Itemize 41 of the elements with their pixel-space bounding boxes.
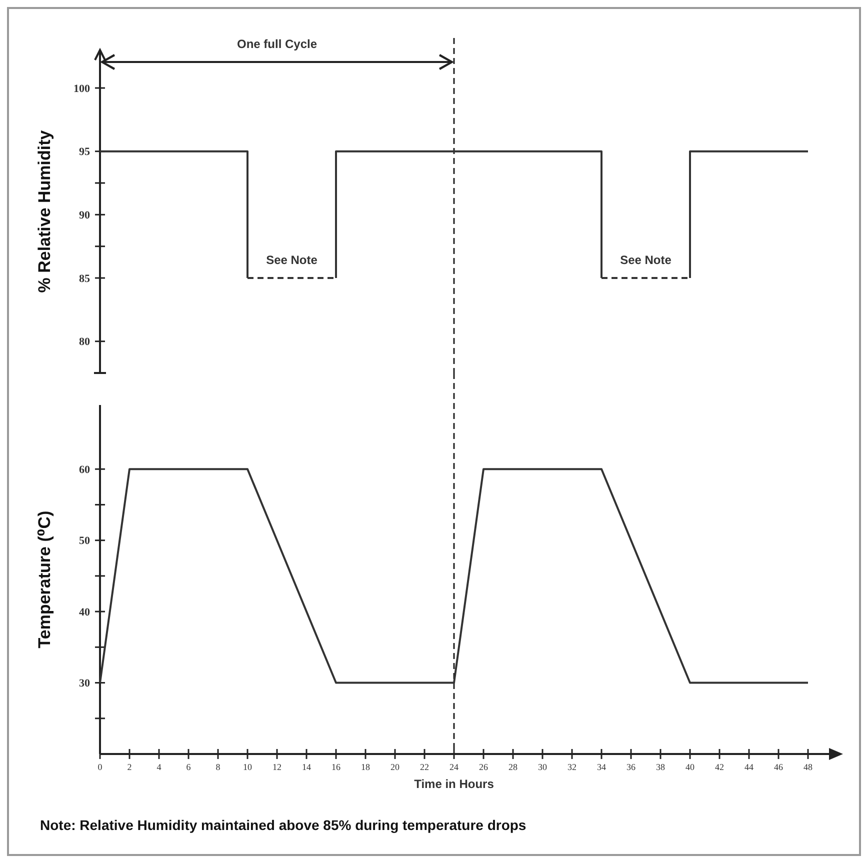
x-tick-label: 14 <box>302 762 312 772</box>
x-tick-label: 0 <box>98 762 103 772</box>
y-tick-label: 60 <box>79 464 90 476</box>
text: Note: Relative Humidity maintained above 85% during temperature drops <box>40 817 526 833</box>
y-tick-label: 40 <box>79 606 90 618</box>
y-tick-label: 30 <box>79 678 90 690</box>
x-tick-label: 42 <box>715 762 724 772</box>
x-tick-label: 12 <box>272 762 282 772</box>
x-tick-label: 24 <box>450 762 459 772</box>
annotation: One full Cycle <box>236 37 318 51</box>
y-tick-label: 100 <box>74 82 90 95</box>
x-tick-label: 36 <box>626 762 636 772</box>
y-tick-label: 90 <box>79 210 90 222</box>
y-tick-label: 80 <box>79 336 90 348</box>
x-tick-label: 28 <box>508 762 518 772</box>
x-tick-label: 44 <box>744 762 754 772</box>
x-tick-label: 32 <box>568 762 576 772</box>
annotation: See Note <box>620 253 672 267</box>
y-axis-title: Temperature (⁰C) <box>35 510 54 648</box>
x-tick-label: 6 <box>186 762 192 772</box>
x-tick-label: 34 <box>597 762 606 772</box>
y-tick-label: 85 <box>79 272 90 285</box>
y-tick-label: 50 <box>79 535 90 548</box>
x-tick-label: 16 <box>332 762 341 772</box>
x-tick-label: 4 <box>156 762 162 772</box>
x-tick-label: 20 <box>390 762 400 772</box>
y-axis-title: % Relative Humidity <box>35 130 54 293</box>
x-tick-label: 46 <box>774 762 784 772</box>
x-tick-label: 10 <box>243 762 252 772</box>
x-tick-label: 30 <box>538 762 548 772</box>
annotation: See Note <box>266 253 318 267</box>
x-tick-label: 22 <box>420 762 429 772</box>
x-tick-label: 18 <box>361 762 370 772</box>
x-tick-label: 40 <box>686 762 695 772</box>
y-tick-label: 95 <box>79 146 90 158</box>
x-tick-label: 26 <box>479 762 488 772</box>
x-tick-label: 8 <box>216 762 221 772</box>
x-tick-label: 38 <box>656 762 666 772</box>
x-axis-title: Time in Hours <box>414 777 494 791</box>
x-tick-label: 48 <box>804 762 813 772</box>
x-tick-label: 2 <box>127 762 132 772</box>
